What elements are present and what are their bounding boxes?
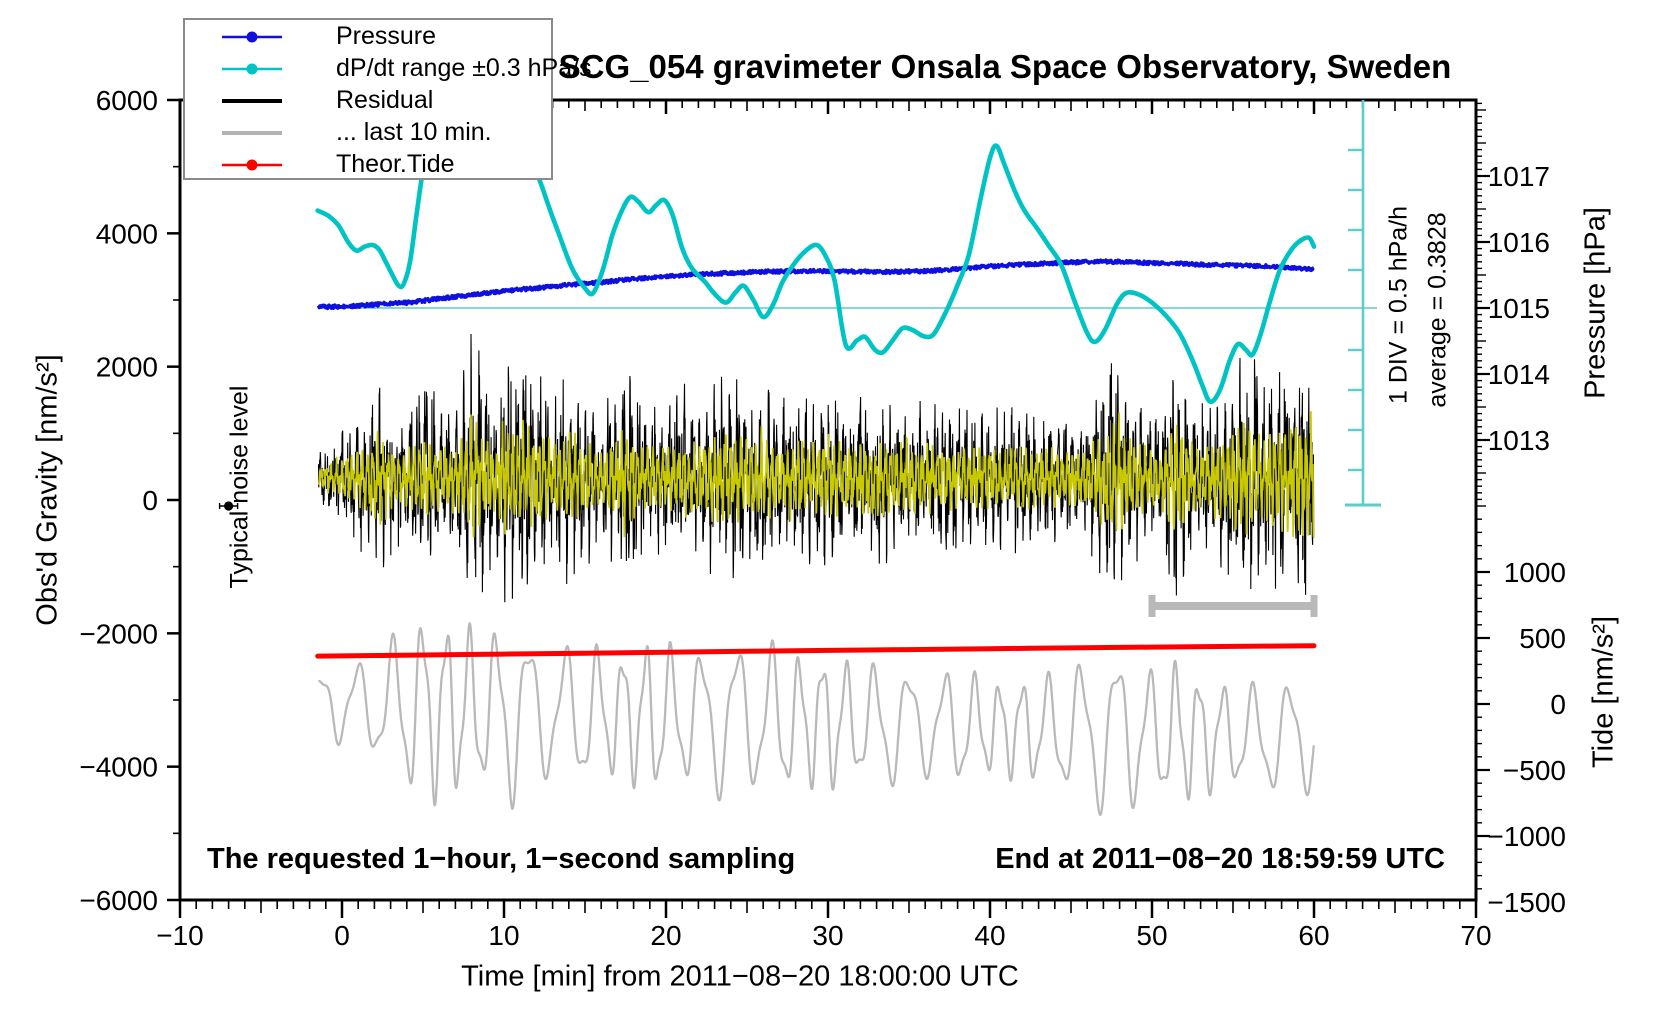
- svg-text:60: 60: [1298, 920, 1329, 951]
- legend-label: Residual: [336, 86, 434, 114]
- svg-text:70: 70: [1460, 920, 1491, 951]
- tide-line-icon: [222, 159, 282, 170]
- svg-text:1016: 1016: [1488, 227, 1550, 258]
- legend-label: Pressure: [336, 22, 437, 50]
- div-scale-annotation: 1 DIV = 0.5 hPa/h: [1384, 205, 1413, 405]
- svg-text:10: 10: [488, 920, 519, 951]
- legend-item-tide: Theor.Tide: [185, 149, 551, 180]
- end-time-note: End at 2011−08−20 18:59:59 UTC: [995, 843, 1445, 875]
- svg-text:4000: 4000: [96, 218, 158, 249]
- svg-text:0: 0: [1550, 689, 1566, 720]
- legend-label: Theor.Tide: [336, 150, 455, 178]
- svg-text:1000: 1000: [1504, 557, 1566, 588]
- legend-label: dP/dt range ±0.3 hPa/s: [336, 54, 592, 82]
- legend-item-residual: Residual: [185, 85, 551, 116]
- svg-text:40: 40: [974, 920, 1005, 951]
- last10-line-icon: [222, 130, 282, 135]
- svg-text:30: 30: [812, 920, 843, 951]
- gravity-axis-label: Obs'd Gravity [nm/s²]: [31, 354, 64, 626]
- svg-text:20: 20: [650, 920, 681, 951]
- legend-item-last10: ... last 10 min.: [185, 117, 551, 148]
- svg-text:−6000: −6000: [79, 885, 158, 916]
- residual-line-icon: [222, 98, 282, 103]
- svg-text:−1500: −1500: [1487, 887, 1566, 918]
- svg-text:1014: 1014: [1488, 359, 1550, 390]
- svg-text:1015: 1015: [1488, 293, 1550, 324]
- svg-text:0: 0: [142, 485, 158, 516]
- legend-item-dpdt: dP/dt range ±0.3 hPa/s: [185, 53, 592, 84]
- svg-text:2000: 2000: [96, 352, 158, 383]
- page-title: SCG_054 gravimeter Onsala Space Observat…: [558, 48, 1452, 85]
- svg-text:6000: 6000: [96, 85, 158, 116]
- svg-text:−10: −10: [156, 920, 204, 951]
- sampling-note: The requested 1−hour, 1−second sampling: [207, 843, 796, 875]
- legend-item-pressure: Pressure: [185, 21, 551, 52]
- pressure-axis-label: Pressure [hPa]: [1579, 207, 1612, 399]
- svg-text:500: 500: [1519, 623, 1566, 654]
- dpdt-line-icon: [222, 63, 282, 74]
- legend-label: ... last 10 min.: [336, 118, 492, 146]
- svg-text:50: 50: [1136, 920, 1167, 951]
- x-axis-label: Time [min] from 2011−08−20 18:00:00 UTC: [461, 960, 1019, 993]
- svg-text:0: 0: [334, 920, 350, 951]
- svg-text:−500: −500: [1503, 755, 1566, 786]
- svg-text:−4000: −4000: [79, 752, 158, 783]
- svg-text:1013: 1013: [1488, 425, 1550, 456]
- noise-level-annotation: Typical noise level: [225, 385, 254, 589]
- svg-text:−2000: −2000: [79, 618, 158, 649]
- svg-text:−1000: −1000: [1487, 821, 1566, 852]
- average-annotation: average = 0.3828: [1423, 212, 1452, 408]
- legend-box: Pressure dP/dt range ±0.3 hPa/s Residual…: [183, 18, 592, 180]
- pressure-line-icon: [222, 31, 282, 42]
- tide-axis-label: Tide [nm/s²]: [1587, 615, 1620, 769]
- svg-text:1017: 1017: [1488, 161, 1550, 192]
